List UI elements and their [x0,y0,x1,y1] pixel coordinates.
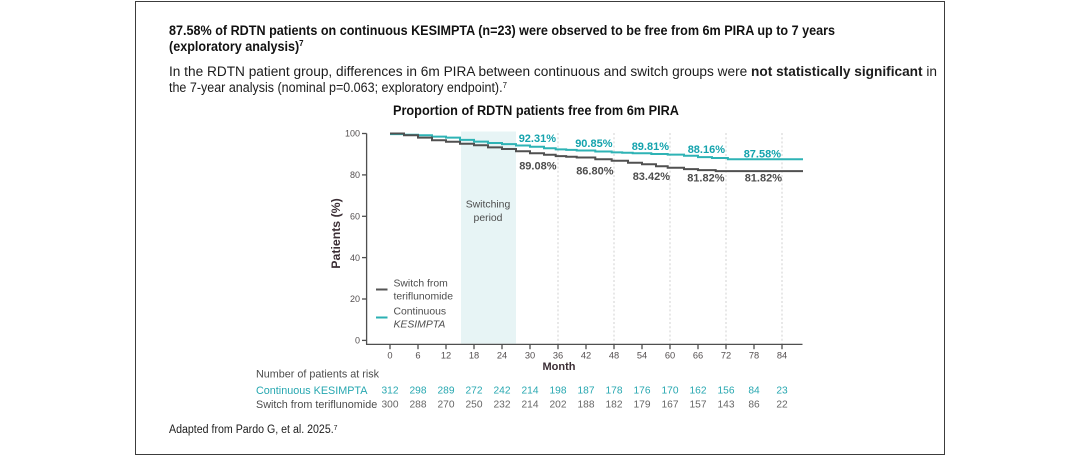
svg-text:42: 42 [581,351,591,361]
svg-text:86: 86 [748,400,760,411]
svg-text:156: 156 [718,386,735,397]
svg-text:12: 12 [441,351,451,361]
svg-text:48: 48 [609,351,619,361]
svg-text:272: 272 [466,386,483,397]
svg-text:teriflunomide: teriflunomide [394,292,454,303]
svg-text:162: 162 [690,386,707,397]
svg-text:143: 143 [718,400,735,411]
svg-text:157: 157 [690,400,707,411]
svg-text:24: 24 [497,351,507,361]
svg-text:Patients (%): Patients (%) [329,198,343,268]
svg-text:Continuous KESIMPTA: Continuous KESIMPTA [256,385,368,397]
svg-text:232: 232 [494,400,511,411]
svg-text:298: 298 [410,386,427,397]
svg-text:80: 80 [350,170,360,180]
svg-text:214: 214 [522,400,539,411]
svg-text:167: 167 [662,400,679,411]
svg-text:89.81%: 89.81% [632,141,670,153]
svg-text:30: 30 [525,351,535,361]
svg-text:86.80%: 86.80% [576,165,614,177]
svg-text:300: 300 [382,400,399,411]
svg-text:period: period [474,213,503,224]
svg-text:182: 182 [606,400,623,411]
svg-text:90.85%: 90.85% [575,138,613,150]
svg-text:18: 18 [469,351,479,361]
svg-text:202: 202 [550,400,567,411]
svg-text:66: 66 [693,351,703,361]
svg-text:0: 0 [355,336,360,346]
svg-text:88.16%: 88.16% [688,144,726,156]
svg-text:40: 40 [350,253,360,263]
svg-text:87.58%: 87.58% [744,149,782,161]
svg-text:60: 60 [665,351,675,361]
svg-text:92.31%: 92.31% [519,133,557,145]
svg-text:23: 23 [776,386,788,397]
svg-text:188: 188 [578,400,595,411]
svg-text:100: 100 [345,129,360,139]
svg-text:Switching: Switching [466,200,511,211]
svg-text:KESIMPTA: KESIMPTA [394,319,446,330]
svg-text:Number of patients at risk: Number of patients at risk [256,369,380,381]
svg-text:170: 170 [662,386,679,397]
svg-text:36: 36 [553,351,563,361]
svg-text:54: 54 [637,351,647,361]
svg-text:72: 72 [721,351,731,361]
svg-text:Switch from: Switch from [394,279,448,290]
svg-text:6: 6 [415,351,420,361]
svg-text:60: 60 [350,212,360,222]
svg-text:289: 289 [438,386,455,397]
svg-text:270: 270 [438,400,455,411]
svg-text:84: 84 [777,351,787,361]
svg-text:20: 20 [350,294,360,304]
svg-text:179: 179 [634,400,651,411]
svg-text:84: 84 [748,386,760,397]
svg-text:Month: Month [543,361,576,373]
svg-text:89.08%: 89.08% [519,160,557,172]
svg-text:81.82%: 81.82% [687,173,725,185]
svg-text:176: 176 [634,386,651,397]
svg-text:78: 78 [749,351,759,361]
svg-text:22: 22 [776,400,788,411]
svg-text:214: 214 [522,386,539,397]
svg-text:0: 0 [387,351,392,361]
svg-text:187: 187 [578,386,595,397]
svg-text:Switch from teriflunomide: Switch from teriflunomide [256,399,377,411]
svg-text:250: 250 [466,400,483,411]
svg-text:Continuous: Continuous [394,307,447,318]
svg-text:83.42%: 83.42% [633,171,671,183]
svg-text:198: 198 [550,386,567,397]
svg-text:242: 242 [494,386,511,397]
svg-text:312: 312 [382,386,399,397]
svg-text:288: 288 [410,400,427,411]
svg-text:178: 178 [606,386,623,397]
svg-text:81.82%: 81.82% [745,173,783,185]
